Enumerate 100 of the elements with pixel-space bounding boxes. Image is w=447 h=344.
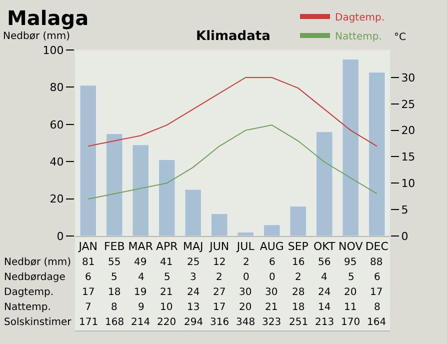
- x-tick-label: JUL: [236, 240, 256, 254]
- text: 251: [289, 317, 308, 328]
- bar: [80, 85, 97, 236]
- chart-subtitle: Klimadata: [196, 29, 270, 44]
- y-tick-label: 40: [50, 155, 64, 168]
- bar: [368, 72, 386, 236]
- text: Nedbør (mm): [4, 257, 72, 268]
- y2-tick-label: 0: [401, 230, 408, 243]
- y-tick-label: 60: [50, 118, 64, 132]
- data-label: 41: [160, 257, 173, 268]
- legend-label: Dagtemp.: [335, 12, 385, 24]
- x-tick-label: MAJ: [182, 240, 204, 254]
- data-label: 81: [82, 257, 95, 268]
- data-label: 13: [187, 302, 200, 313]
- text: 164: [367, 317, 386, 328]
- data-label: 28: [292, 287, 305, 298]
- data-label: 20: [239, 302, 252, 313]
- data-label: 17: [82, 287, 95, 298]
- text: Dagtemp.: [4, 287, 54, 298]
- x-tick-label: APR: [156, 240, 178, 254]
- data-label: 8: [374, 302, 380, 313]
- text: 2: [295, 272, 302, 283]
- bar: [263, 224, 280, 236]
- y-tick-label: 0: [56, 230, 64, 243]
- data-label: 27: [213, 287, 226, 298]
- data-label: 49: [134, 257, 147, 268]
- x-tick-label: NOV: [338, 240, 364, 254]
- data-label: 14: [318, 302, 331, 313]
- y-tick-label: 80: [50, 81, 64, 94]
- y-tick-label: 20: [50, 192, 64, 206]
- y2-tick-label: 5: [401, 203, 408, 216]
- text: 213: [315, 317, 334, 328]
- data-label: 7: [85, 302, 92, 313]
- x-tick-label: MAR: [128, 240, 154, 254]
- x-tick-label: SEP: [288, 240, 309, 254]
- text: 170: [341, 317, 360, 328]
- data-label: 8: [111, 302, 118, 313]
- x-tick-label: FEB: [104, 240, 125, 254]
- text: 0: [243, 272, 250, 283]
- y2-tick-label: 20: [401, 124, 416, 138]
- x-tick-label: OKT: [314, 240, 336, 254]
- data-label: 55: [108, 257, 121, 268]
- y2-tick-label: 10: [401, 177, 416, 190]
- chart-title: Malaga: [7, 6, 89, 30]
- data-label: 2: [243, 257, 250, 268]
- text: 171: [79, 317, 98, 328]
- text: 323: [262, 317, 282, 328]
- x-tick-label: DEC: [365, 240, 389, 254]
- text: 2: [216, 272, 222, 283]
- x-tick-label: JAN: [78, 240, 98, 254]
- data-label: 16: [292, 257, 305, 268]
- y2-tick-label: 15: [401, 150, 416, 164]
- text: 214: [131, 317, 150, 328]
- data-label: 95: [344, 257, 357, 268]
- data-label: 30: [239, 287, 252, 298]
- data-label: 10: [160, 302, 173, 313]
- data-label: 18: [108, 287, 121, 298]
- bar: [342, 59, 360, 236]
- bar: [210, 213, 228, 236]
- y-tick-label: 100: [42, 44, 64, 57]
- text: Nedbørdage: [4, 272, 66, 283]
- text: 5: [348, 272, 354, 283]
- bar: [290, 206, 307, 236]
- text: 0: [269, 272, 276, 283]
- y2-tick-label: 25: [401, 98, 416, 111]
- data-label: 88: [370, 257, 383, 268]
- text: 4: [321, 272, 328, 283]
- x-tick-label: AUG: [260, 240, 284, 254]
- text: 168: [105, 317, 124, 328]
- data-label: 18: [292, 302, 305, 313]
- data-label: 6: [269, 257, 276, 268]
- text: 3: [190, 272, 196, 283]
- data-label: 11: [344, 302, 357, 313]
- data-label: 17: [213, 302, 226, 313]
- text: 316: [210, 317, 230, 328]
- text: 6: [85, 272, 92, 283]
- data-label: 24: [318, 287, 331, 298]
- bar: [316, 132, 333, 236]
- text: Solskinstimer: [4, 317, 72, 328]
- bar: [106, 133, 123, 236]
- text: 348: [236, 317, 256, 328]
- data-label: 56: [318, 257, 331, 268]
- text: 220: [157, 317, 176, 328]
- data-label: 12: [213, 257, 226, 268]
- text: 6: [374, 272, 380, 283]
- y-axis-title: Nedbør (mm): [3, 31, 70, 42]
- data-label: 17: [370, 287, 383, 298]
- data-label: 21: [160, 287, 173, 298]
- data-label: 9: [138, 302, 144, 313]
- legend-label: Nattemp.: [335, 31, 382, 42]
- bar: [237, 232, 254, 236]
- bar: [158, 159, 176, 236]
- x-tick-label: JUN: [208, 240, 230, 254]
- data-label: 21: [265, 302, 278, 313]
- text: 4: [138, 272, 144, 283]
- text: 294: [184, 317, 204, 328]
- data-label: 19: [134, 287, 147, 298]
- data-label: 20: [344, 287, 357, 298]
- y2-tick-label: 30: [401, 71, 416, 84]
- data-label: 25: [187, 257, 200, 268]
